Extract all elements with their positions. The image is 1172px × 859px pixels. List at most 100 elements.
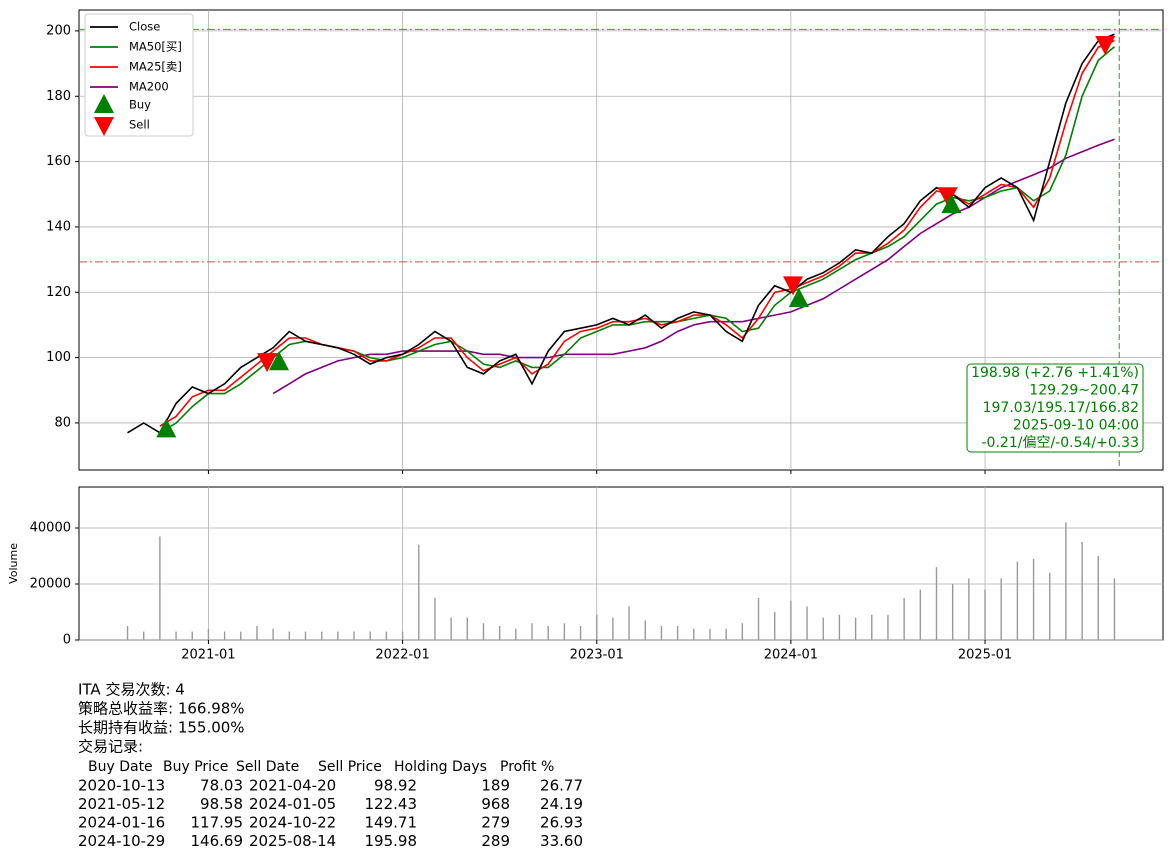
table-cell: 289 [481,832,510,850]
y-tick-label: 180 [46,89,71,104]
volume-bar [143,631,145,640]
volume-bar [385,631,388,640]
buy-marker [269,351,290,371]
legend-box [84,13,194,137]
volume-bar [903,597,905,640]
annotation-text: 129.29~200.47 [1029,383,1139,399]
volume-bar [968,578,970,640]
table-cell: 2024-01-16 [78,814,165,832]
table-cell: 33.60 [540,832,583,850]
table-cell: 98.92 [374,777,417,795]
volume-bar [887,614,889,640]
summary-line: 长期持有收益: 155.00% [78,719,245,737]
volume-bar [547,625,549,640]
table-cell: 117.95 [191,814,244,832]
summary-line: 交易记录: [78,738,143,756]
table-header: Buy Price [163,759,228,775]
annotation-text: 198.98 (+2.76 +1.41%) [971,365,1139,381]
table-cell: 195.98 [365,832,418,850]
volume-bar [353,631,355,640]
volume-bar [919,589,922,640]
legend-label: Close [129,20,160,34]
summary-line: ITA 交易次数: 4 [78,681,185,699]
volume-bar [854,617,857,640]
buy-marker [788,287,809,307]
volume-frame [78,486,1164,641]
volume-bar [871,614,873,640]
volume-bar [515,628,517,640]
table-cell: 2020-10-13 [78,777,165,795]
volume-bar [563,623,566,640]
table-cell: 122.43 [365,795,418,813]
volume-bar [320,631,323,640]
table-cell: 98.58 [200,795,243,813]
table-header: Buy Date [88,759,153,775]
table-cell: 2024-10-22 [249,814,336,832]
volume-bar [628,606,630,640]
volume-bar [272,628,274,640]
sell-marker [257,353,278,373]
legend-label: Sell [129,118,150,132]
volume-bar [596,614,598,640]
table-header: Holding Days [394,759,487,775]
table-cell: 2021-04-20 [249,777,336,795]
volume-bar [1000,578,1002,640]
volume-bar [1081,541,1083,640]
volume-bar [256,625,258,640]
y-tick-label: 160 [46,154,71,169]
table-header: Sell Date [236,759,299,775]
volume-bar [725,628,727,640]
legend-label: MA200 [129,80,169,94]
table-cell: 24.19 [540,795,583,813]
volume-bar [482,623,485,640]
volume-bar [935,567,938,640]
table-cell: 26.93 [540,814,583,832]
volume-bar [288,631,291,640]
volume-bar [126,625,129,640]
x-tick-label: 2021-01 [181,648,235,663]
volume-bar [1016,561,1019,640]
volume-bar [1032,558,1035,640]
volume-bar [676,625,679,640]
y-tick-label: 80 [54,415,71,430]
volume-bar [1097,555,1099,640]
buy-marker [156,418,177,438]
y-tick-label: 200 [46,23,71,38]
volume-bar [401,631,404,640]
y-tick-label: 0 [63,633,71,648]
table-cell: 2025-08-14 [249,832,336,850]
table-cell: 78.03 [200,777,243,795]
price-frame [78,9,1164,471]
volume-bar [774,611,776,640]
volume-bar [207,628,210,640]
legend-marker [94,94,114,113]
volume-bar [741,623,744,640]
annotation-text: 197.03/195.17/166.82 [983,400,1139,416]
volume-bar [223,631,226,640]
volume-bar [175,631,177,640]
volume-bar [709,628,711,640]
volume-bar [450,617,452,640]
buy-marker [941,194,962,214]
volume-bar [644,620,646,640]
volume-bar [1113,578,1116,640]
table-cell: 189 [481,777,510,795]
volume-bar [1049,572,1051,640]
volume-bar [660,625,663,640]
volume-bar [466,617,468,640]
sell-marker [783,276,804,296]
volume-bar [822,617,824,640]
x-tick-label: 2024-01 [764,648,818,663]
table-cell: 279 [481,814,510,832]
legend-label: MA25[卖] [129,60,182,74]
volume-bar [1065,522,1067,640]
volume-bar [191,631,193,640]
volume-bar [337,631,339,640]
table-cell: 146.69 [191,832,244,850]
volume-bar [418,544,420,640]
y-tick-label: 20000 [30,576,71,591]
volume-bar [369,631,371,640]
y-tick-label: 120 [46,285,71,300]
legend-label: Buy [129,98,151,112]
volume-bar [790,600,792,640]
